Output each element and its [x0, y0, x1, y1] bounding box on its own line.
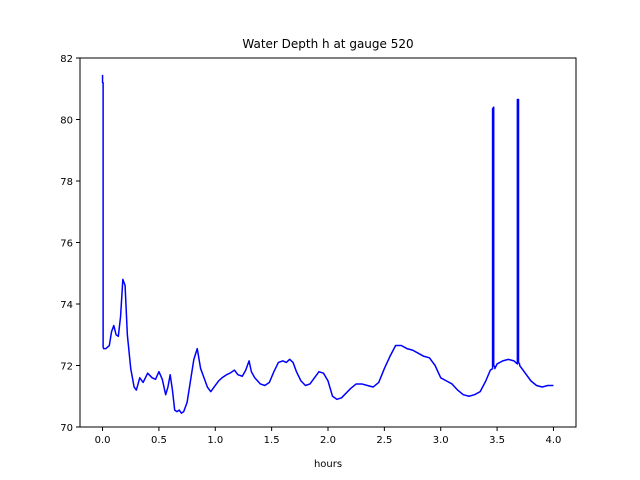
y-tick-label: 72 — [60, 362, 73, 373]
plot-area: 0.0 0.5 1.0 1.5 2.0 2.5 3.0 3.5 4.0 70 72 74 76 78 80… — [60, 54, 577, 446]
x-axis-label: hours — [314, 459, 342, 470]
y-tick-label: 76 — [60, 239, 73, 250]
x-tick-label: 0.0 — [95, 435, 111, 446]
x-tick-label: 3.0 — [433, 435, 449, 446]
y-tick-label: 80 — [60, 116, 73, 127]
series-line-0 — [101, 74, 554, 414]
x-tick-label: 1.0 — [207, 435, 223, 446]
y-tick-label: 78 — [60, 177, 73, 188]
x-tick-label: 2.5 — [376, 435, 392, 446]
x-tick-label: 2.0 — [320, 435, 336, 446]
x-axis-ticks: 0.0 0.5 1.0 1.5 2.0 2.5 3.0 3.5 4.0 — [95, 427, 562, 446]
y-tick-label: 70 — [60, 423, 73, 434]
x-tick-label: 0.5 — [151, 435, 167, 446]
series-layer — [101, 74, 554, 414]
x-tick-label: 1.5 — [264, 435, 280, 446]
x-tick-label: 4.0 — [546, 435, 562, 446]
y-tick-label: 74 — [60, 300, 73, 311]
y-tick-label: 82 — [60, 54, 73, 65]
x-tick-label: 3.5 — [489, 435, 505, 446]
chart-title: Water Depth h at gauge 520 — [242, 37, 413, 51]
y-axis-ticks: 70 72 74 76 78 80 82 — [60, 54, 80, 434]
